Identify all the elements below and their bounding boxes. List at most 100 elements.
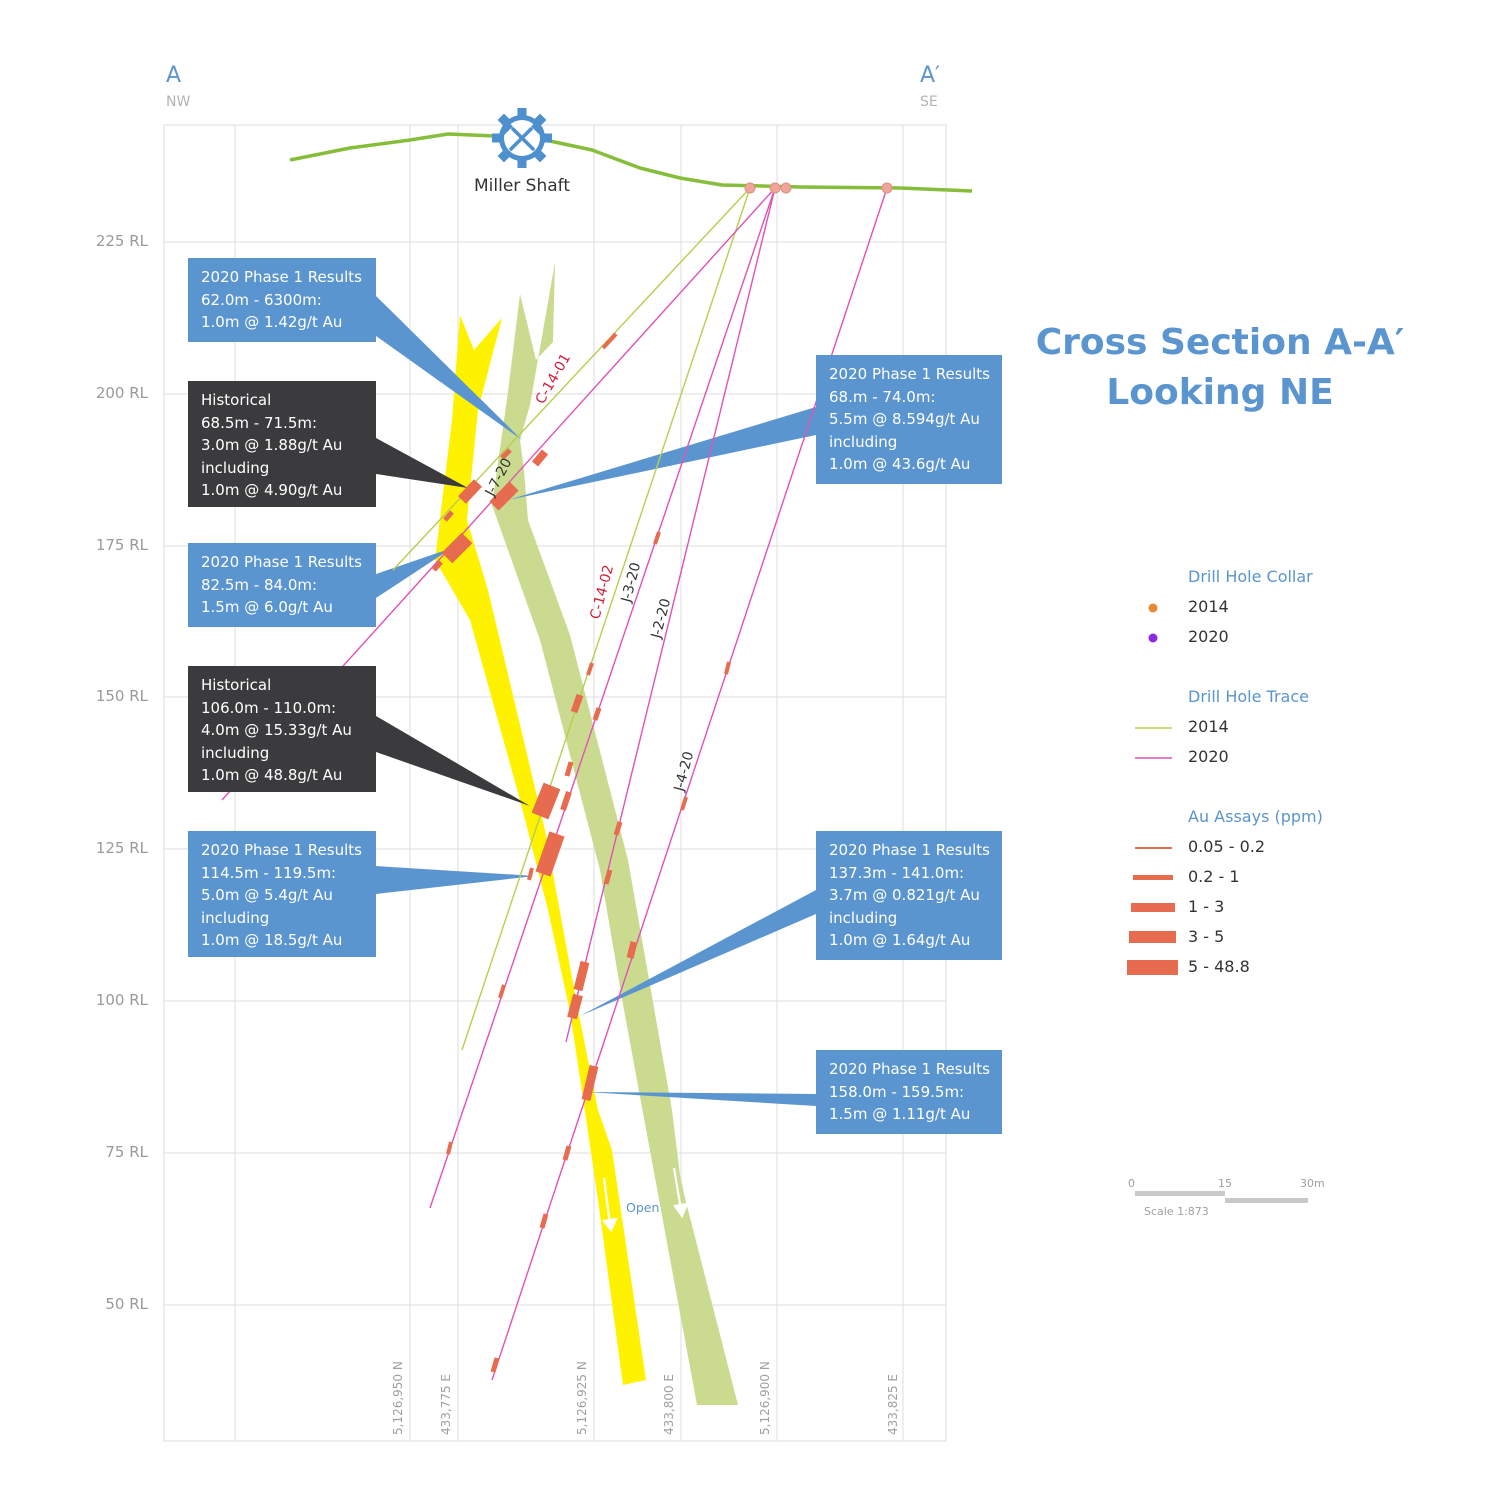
callout-line: 1.5m @ 6.0g/t Au [201, 598, 333, 616]
assay-interval [573, 960, 590, 992]
callout-line: Historical [201, 391, 272, 409]
hole-label-c-14-02: C-14-02 [587, 563, 617, 621]
trace-c-14-01 [392, 187, 751, 571]
rl-axis-labels: 225 RL 200 RL 175 RL 150 RL 125 RL 100 R… [96, 232, 149, 1313]
assay-interval [586, 662, 594, 676]
callout-historical-106m: Historical 106.0m - 110.0m: 4.0m @ 15.33… [188, 666, 376, 792]
legend-collar-2014: 2014 [1188, 597, 1229, 616]
callout-line: including [829, 908, 898, 927]
assay-interval [680, 796, 688, 811]
trace-c-14-02 [461, 187, 751, 1051]
scale-tick: 15 [1218, 1177, 1232, 1190]
hole-label-j-2-20: J-2-20 [648, 597, 674, 641]
assay-interval [562, 1145, 572, 1161]
grid-coord-label: 5,126,900 N [758, 1361, 772, 1435]
assay-interval [441, 532, 473, 564]
rl-label: 125 RL [96, 839, 149, 857]
section-start-label: A [166, 63, 181, 88]
assay-interval [531, 782, 561, 820]
assay-interval [560, 791, 572, 811]
callout-line: 68.5m - 71.5m: [201, 413, 318, 432]
callout-line: 1.0m @ 48.8g/t Au [201, 766, 343, 784]
scale-segment [1225, 1198, 1308, 1203]
trace-j-3-20 [429, 187, 776, 1209]
rl-label: 175 RL [96, 536, 149, 554]
assay-interval [498, 984, 506, 999]
grid-coord-label: 433,825 E [886, 1374, 900, 1435]
assay-interval [601, 332, 618, 350]
legend-assay-item: 5 - 48.8 [1188, 957, 1250, 976]
assay-interval [457, 479, 483, 504]
callout-line: including [201, 458, 270, 477]
callout-line: 1.0m @ 1.64g/t Au [829, 931, 971, 949]
callout-phase1-82m: 2020 Phase 1 Results 82.5m - 84.0m: 1.5m… [188, 543, 376, 627]
assay-interval [626, 941, 638, 959]
rl-label: 100 RL [96, 991, 149, 1009]
grid-coord-label: 433,775 E [439, 1374, 453, 1435]
callout-line: 2020 Phase 1 Results [829, 841, 990, 859]
callout-line: 2020 Phase 1 Results [201, 553, 362, 571]
trace-j-2-20 [565, 187, 776, 1043]
callout-line: 5.5m @ 8.594g/t Au [829, 410, 980, 428]
assay-intervals [432, 332, 731, 1373]
rl-label: 150 RL [96, 687, 149, 705]
open-arrow-line [602, 1177, 612, 1226]
scale-tick: 30m [1300, 1177, 1325, 1190]
assay-interval [531, 449, 549, 467]
legend-assay-swatch [1131, 903, 1175, 912]
section-frame [163, 124, 947, 1442]
assay-interval [432, 560, 443, 572]
assay-interval [527, 867, 534, 881]
assay-interval [581, 1064, 599, 1102]
assay-interval [500, 448, 512, 460]
callout-line: 1.0m @ 18.5g/t Au [201, 931, 343, 949]
hole-label-j-3-20: J-3-20 [618, 561, 644, 605]
legend-assay-title: Au Assays (ppm) [1188, 807, 1323, 826]
callout-phase1-68m: 2020 Phase 1 Results 68.m - 74.0m: 5.5m … [816, 355, 1002, 484]
grid-coordinate-labels: 5,126,950 N 433,775 E 5,126,925 N 433,80… [391, 1361, 900, 1435]
section-end-direction: SE [920, 94, 938, 110]
legend-trace-title: Drill Hole Trace [1188, 687, 1309, 706]
scale-bar: 0 15 30m Scale 1:873 [1128, 1177, 1325, 1218]
topography-line [289, 132, 973, 193]
legend-assay-swatch [1135, 847, 1172, 849]
assay-interval [489, 481, 519, 511]
scale-label: Scale 1:873 [1144, 1205, 1209, 1218]
legend-assay-item: 1 - 3 [1188, 897, 1225, 916]
legend-collar-2020: 2020 [1188, 627, 1229, 646]
rl-label: 200 RL [96, 384, 149, 402]
open-arrows [601, 1167, 689, 1233]
callout-line: 2020 Phase 1 Results [829, 1060, 990, 1078]
callout-line: Historical [201, 676, 272, 694]
callout-line: 62.0m - 6300m: [201, 290, 322, 309]
legend-assay-swatch [1133, 875, 1173, 880]
assay-interval [443, 510, 454, 522]
callout-line: 2020 Phase 1 Results [201, 268, 362, 286]
callout-line: 2020 Phase 1 Results [829, 365, 990, 383]
legend-trace-2014: 2014 [1188, 717, 1229, 736]
legend-assay-item: 0.2 - 1 [1188, 867, 1240, 886]
legend-collar-2020-dot [1148, 633, 1158, 643]
callout-line: 1.0m @ 1.42g/t Au [201, 313, 343, 331]
assay-interval [567, 993, 583, 1020]
rl-label: 50 RL [105, 1295, 148, 1313]
callout-line: 1.0m @ 43.6g/t Au [829, 455, 971, 473]
callout-line: 2020 Phase 1 Results [201, 841, 362, 859]
assay-interval [592, 707, 602, 721]
assay-interval [613, 821, 623, 836]
callout-line: 5.0m @ 5.4g/t Au [201, 886, 333, 904]
callout-line: 158.0m - 159.5m: [829, 1082, 965, 1101]
legend-assay-item: 0.05 - 0.2 [1188, 837, 1266, 856]
callout-phase1-158m: 2020 Phase 1 Results 158.0m - 159.5m: 1.… [816, 1050, 1002, 1134]
drill-collars [744, 182, 893, 194]
legend-assay-item: 3 - 5 [1188, 927, 1225, 946]
callout-line: 3.0m @ 1.88g/t Au [201, 436, 343, 454]
collar-marker [744, 182, 756, 194]
callout-line: 1.5m @ 1.11g/t Au [829, 1105, 971, 1123]
callout-phase1-114m: 2020 Phase 1 Results 114.5m - 119.5m: 5.… [188, 831, 376, 957]
open-label: Open [626, 1200, 659, 1215]
scale-segment [1135, 1191, 1225, 1196]
collar-marker [769, 182, 781, 194]
grid-coord-label: 5,126,950 N [391, 1361, 405, 1435]
